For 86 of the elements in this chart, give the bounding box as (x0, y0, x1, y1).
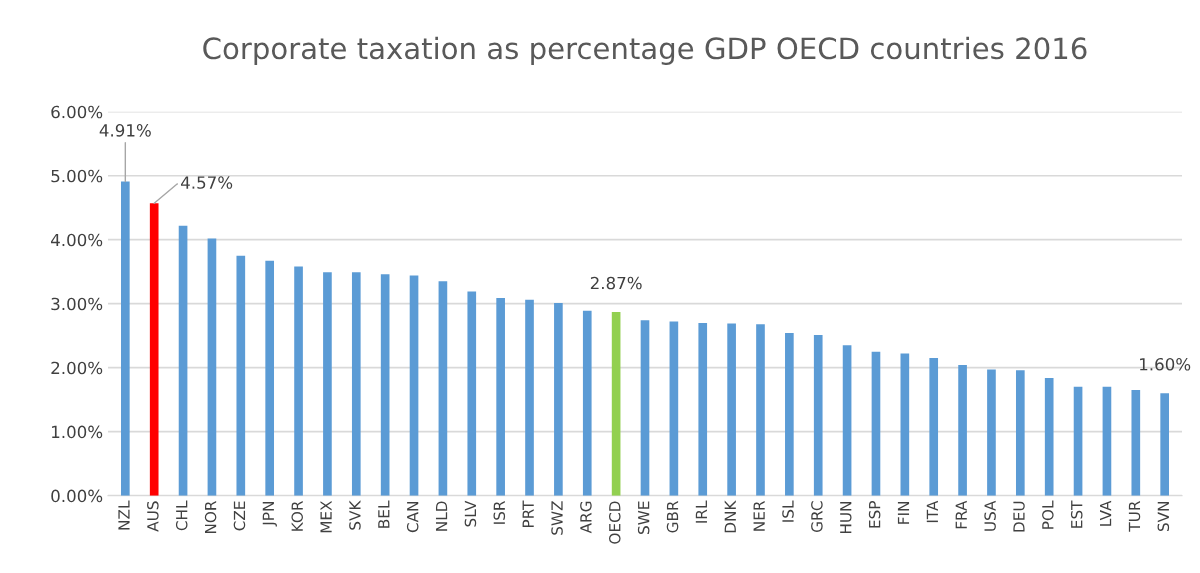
x-tick-label: BEL (378, 500, 390, 528)
bar (323, 272, 332, 496)
x-tick-label: OECD (609, 501, 621, 544)
y-tick-label: 5.00% (51, 169, 103, 183)
bar (958, 365, 967, 496)
bar (178, 225, 188, 496)
x-tick-label: USA (984, 500, 996, 531)
y-tick-label: 0.00% (51, 489, 103, 503)
x-tick-label: ARG (580, 501, 592, 534)
x-tick-label: SWZ (551, 501, 563, 535)
bar (467, 291, 477, 496)
bar (582, 310, 592, 496)
x-tick-label: ESP (868, 501, 881, 528)
x-tick-label: NLD (435, 501, 448, 531)
x-tick-label: EST (1070, 500, 1083, 528)
bar (409, 275, 419, 496)
bar (120, 181, 130, 496)
x-tick-label: DNK (724, 500, 736, 533)
x-tick-label: FRA (955, 500, 967, 529)
bar (554, 303, 563, 496)
bar (785, 333, 794, 496)
bar (929, 358, 939, 496)
x-tick-label: KOR (291, 500, 303, 531)
y-tick-label: 1.00% (52, 425, 103, 439)
x-tick-label: SLV (464, 500, 477, 527)
bar (900, 353, 910, 496)
x-tick-label: ISL (782, 500, 794, 522)
bar (1015, 370, 1025, 496)
bar (871, 351, 881, 496)
bar (698, 322, 708, 496)
chart-title: Corporate taxation as percentage GDP OECD countries 2016 (203, 36, 1087, 66)
x-tick-label: NZL (118, 500, 130, 530)
bar (611, 312, 621, 496)
bar (438, 281, 448, 496)
bar (987, 369, 996, 496)
bar (207, 238, 217, 496)
x-tick-label: SVK (349, 500, 361, 530)
bar (669, 321, 679, 496)
x-tick-label: ISR (493, 500, 506, 524)
x-tick-label: ITA (926, 500, 938, 523)
x-tick-label: DEU (1013, 501, 1025, 532)
bar (1131, 390, 1141, 496)
bar (496, 297, 505, 496)
x-tick-label: IRL (695, 500, 707, 523)
x-tick-label: GBR (666, 500, 679, 533)
x-tick-label: CHL (175, 500, 188, 531)
y-tick-label: 6.00% (51, 105, 103, 119)
bar (1102, 386, 1112, 496)
x-tick-label: POL (1042, 500, 1054, 529)
x-tick-label: CAN (406, 502, 419, 533)
x-tick-label: PRT (522, 500, 534, 528)
y-tick-label: 2.00% (51, 361, 103, 375)
bar (236, 255, 246, 496)
x-tick-label: LVA (1100, 500, 1112, 526)
bar (1073, 386, 1083, 496)
x-tick-label: NOR (204, 500, 217, 534)
x-tick-label: AUS (147, 501, 159, 532)
bar (149, 203, 159, 496)
bar (813, 335, 823, 496)
bar (265, 260, 275, 496)
bar (842, 345, 852, 496)
y-tick-label: 3.00% (51, 297, 103, 311)
bar (1044, 377, 1054, 496)
data-label: 4.91% (99, 124, 151, 137)
bar (351, 272, 361, 496)
x-tick-label: NER (753, 500, 765, 531)
bar (1160, 393, 1170, 496)
y-tick-label: 4.00% (51, 233, 103, 247)
x-tick-label: FIN (897, 502, 910, 524)
data-label: 4.57% (180, 176, 233, 189)
bar (756, 324, 765, 496)
bar (380, 274, 390, 496)
x-tick-label: GRC (811, 501, 823, 533)
x-tick-label: TUR (1128, 500, 1141, 532)
x-tick-label: SVN (1157, 502, 1170, 532)
bar (727, 323, 736, 496)
bar (525, 299, 534, 496)
x-tick-label: SWE (637, 501, 650, 534)
bar (640, 320, 650, 496)
x-tick-label: JPN (262, 502, 277, 527)
x-tick-label: HUN (840, 502, 852, 534)
data-label: 1.60% (1140, 357, 1191, 371)
x-tick-label: MEX (320, 500, 332, 533)
x-tick-label: CZE (233, 501, 246, 531)
bar (294, 266, 303, 496)
data-label: 2.87% (590, 276, 642, 290)
